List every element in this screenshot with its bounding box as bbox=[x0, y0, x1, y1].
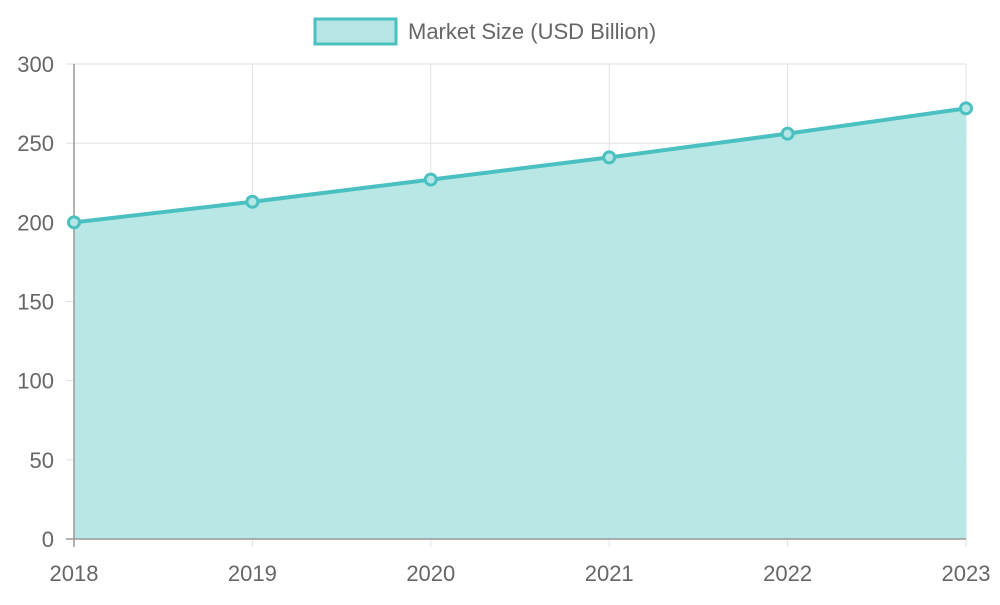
axes bbox=[66, 64, 966, 547]
x-tick-label: 2020 bbox=[406, 561, 455, 586]
data-points bbox=[67, 101, 973, 230]
y-tick-label: 50 bbox=[30, 448, 54, 473]
y-tick-label: 250 bbox=[17, 131, 54, 156]
data-point[interactable] bbox=[67, 215, 81, 230]
legend[interactable]: Market Size (USD Billion) bbox=[313, 17, 656, 46]
y-axis-tick-labels: 0 50 100 150 200 250 300 bbox=[17, 52, 54, 552]
x-tick-label: 2019 bbox=[228, 561, 277, 586]
y-tick-label: 200 bbox=[17, 210, 54, 235]
x-tick-label: 2021 bbox=[585, 561, 634, 586]
legend-swatch bbox=[313, 17, 398, 46]
y-tick-label: 0 bbox=[42, 527, 54, 552]
legend-label: Market Size (USD Billion) bbox=[408, 19, 656, 44]
area-fill bbox=[74, 108, 966, 539]
area-series bbox=[73, 106, 967, 539]
data-point[interactable] bbox=[245, 194, 260, 209]
y-tick-label: 150 bbox=[17, 290, 54, 315]
x-tick-label: 2018 bbox=[50, 561, 99, 586]
x-tick-label: 2022 bbox=[763, 561, 812, 586]
data-point[interactable] bbox=[423, 172, 438, 187]
data-point[interactable] bbox=[780, 126, 795, 141]
data-point[interactable] bbox=[959, 101, 973, 116]
y-tick-label: 300 bbox=[17, 52, 54, 77]
y-tick-label: 100 bbox=[17, 369, 54, 394]
x-tick-label: 2023 bbox=[942, 561, 991, 586]
x-axis-tick-labels: 2018 2019 2020 2021 2022 2023 bbox=[50, 561, 991, 586]
series-line bbox=[73, 106, 967, 225]
data-point[interactable] bbox=[602, 150, 617, 165]
